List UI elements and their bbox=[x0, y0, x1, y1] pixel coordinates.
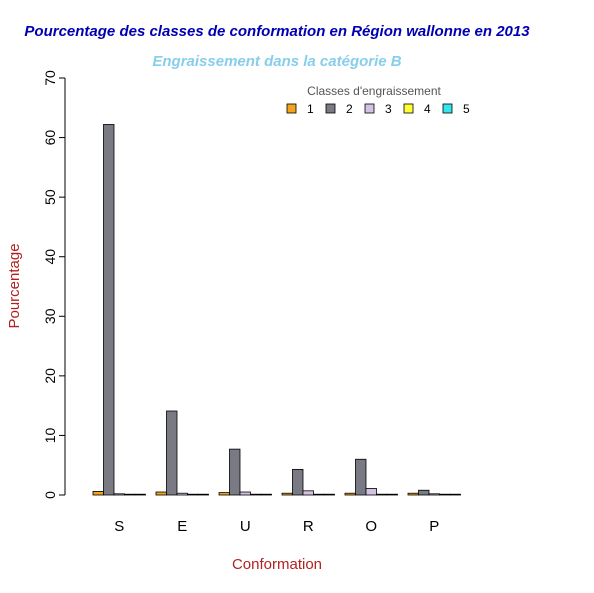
legend: Classes d'engraissement 1 2 3 4 5 bbox=[286, 84, 470, 116]
chart-title: Pourcentage des classes de conformation … bbox=[24, 23, 530, 40]
bars bbox=[92, 124, 461, 496]
y-tick-label: 10 bbox=[42, 427, 58, 443]
bar-E-class-5 bbox=[197, 493, 209, 496]
bar-U-class-4 bbox=[250, 493, 262, 496]
bar-R-class-4 bbox=[313, 493, 325, 496]
x-tick-label-S: S bbox=[114, 518, 124, 535]
bar-O-class-5 bbox=[386, 493, 398, 496]
bar-S-class-1 bbox=[92, 491, 104, 496]
legend-label-3: 3 bbox=[385, 102, 392, 116]
y-tick-label: 20 bbox=[42, 368, 58, 384]
x-tick-label-O: O bbox=[365, 518, 377, 535]
legend-swatch-3 bbox=[364, 103, 375, 114]
bar-S-class-2 bbox=[103, 124, 115, 496]
y-tick-label: 50 bbox=[42, 189, 58, 205]
y-axis-label: Pourcentage bbox=[6, 243, 23, 328]
y-tick-label: 60 bbox=[42, 130, 58, 146]
legend-title: Classes d'engraissement bbox=[307, 84, 441, 98]
x-axis-label: Conformation bbox=[232, 556, 322, 573]
bar-E-class-1 bbox=[155, 491, 167, 496]
legend-label-1: 1 bbox=[307, 102, 314, 116]
bar-U-class-1 bbox=[218, 492, 230, 496]
bar-P-class-3 bbox=[428, 493, 440, 496]
legend-swatch-1 bbox=[286, 103, 297, 114]
bar-P-class-5 bbox=[449, 493, 461, 496]
bar-R-class-5 bbox=[323, 493, 335, 496]
bar-O-class-4 bbox=[376, 493, 388, 496]
legend-label-5: 5 bbox=[463, 102, 470, 116]
y-tick-label: 70 bbox=[42, 70, 58, 86]
bar-R-class-3 bbox=[302, 490, 314, 496]
x-tick-label-P: P bbox=[429, 518, 439, 535]
x-tick-label-E: E bbox=[177, 518, 187, 535]
chart-subtitle: Engraissement dans la catégorie B bbox=[152, 53, 401, 70]
bar-P-class-1 bbox=[407, 492, 419, 496]
legend-swatch-5 bbox=[442, 103, 453, 114]
bar-R-class-2 bbox=[292, 468, 304, 496]
bar-U-class-2 bbox=[229, 448, 241, 496]
bar-O-class-2 bbox=[355, 458, 367, 496]
bar-P-class-4 bbox=[439, 493, 451, 496]
bar-E-class-2 bbox=[166, 410, 178, 496]
bar-O-class-3 bbox=[365, 488, 377, 496]
legend-label-4: 4 bbox=[424, 102, 431, 116]
bar-P-class-2 bbox=[418, 489, 430, 496]
legend-swatch-4 bbox=[403, 103, 414, 114]
y-axis: 0 10 20 30 40 50 60 70 bbox=[42, 70, 66, 499]
y-tick-label: 30 bbox=[42, 308, 58, 324]
bar-R-class-1 bbox=[281, 492, 293, 496]
bar-U-class-3 bbox=[239, 491, 251, 496]
y-tick-label: 0 bbox=[42, 491, 58, 499]
x-tick-label-U: U bbox=[240, 518, 251, 535]
legend-label-2: 2 bbox=[346, 102, 353, 116]
x-tick-label-R: R bbox=[303, 518, 314, 535]
bar-E-class-3 bbox=[176, 492, 188, 496]
bar-U-class-5 bbox=[260, 493, 272, 496]
bar-S-class-5 bbox=[134, 493, 146, 496]
bar-E-class-4 bbox=[187, 493, 199, 496]
y-tick-label: 40 bbox=[42, 249, 58, 265]
legend-swatch-2 bbox=[325, 103, 336, 114]
bar-S-class-3 bbox=[113, 493, 125, 496]
bar-S-class-4 bbox=[124, 493, 136, 496]
bar-O-class-1 bbox=[344, 492, 356, 496]
